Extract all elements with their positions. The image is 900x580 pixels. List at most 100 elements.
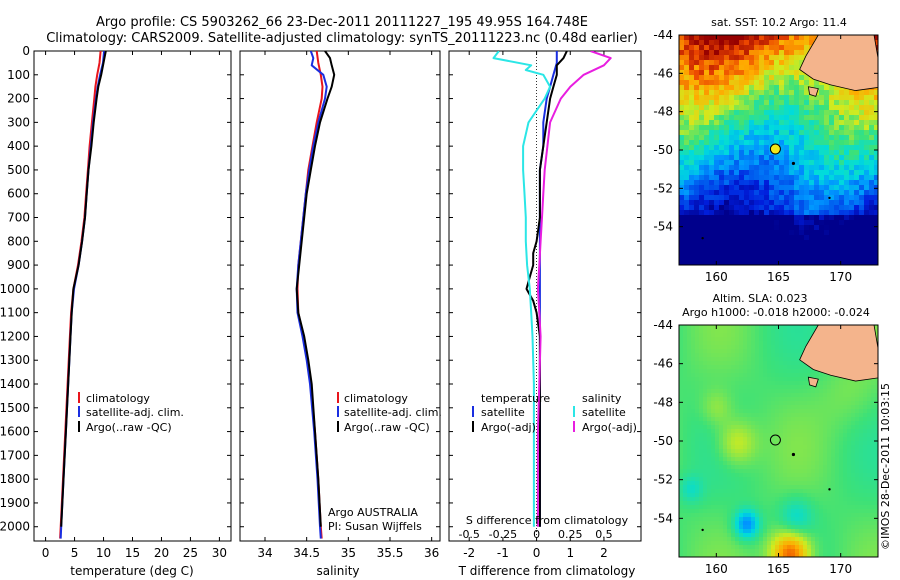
map-cell: [707, 533, 712, 538]
map-cell: [723, 381, 728, 386]
map-cell: [727, 333, 732, 338]
map-cell: [755, 381, 760, 386]
map-cell: [784, 230, 790, 236]
map-cell: [855, 421, 860, 426]
map-cell: [695, 509, 700, 514]
map-cell: [707, 505, 712, 510]
map-cell: [754, 105, 760, 111]
map-cell: [679, 250, 685, 256]
map-cell: [795, 477, 800, 482]
map-cell: [779, 90, 785, 96]
map-cell: [787, 425, 792, 430]
map-cell: [687, 417, 692, 422]
map-cell: [815, 461, 820, 466]
map-cell: [731, 349, 736, 354]
map-cell: [679, 349, 684, 354]
map-cell: [755, 453, 760, 458]
map-cell: [754, 150, 760, 156]
map-cell: [827, 409, 832, 414]
map-cell: [789, 165, 795, 171]
map-cell: [719, 35, 725, 41]
map-cell: [804, 110, 810, 116]
map-cell: [809, 220, 815, 226]
map-cell: [764, 250, 770, 256]
map-cell: [779, 453, 784, 458]
map-cell: [695, 437, 700, 442]
map-cell: [755, 417, 760, 422]
map-cell: [784, 90, 790, 96]
map-cell: [703, 465, 708, 470]
map-cell: [783, 413, 788, 418]
map-cell: [709, 245, 715, 251]
map-cell: [743, 485, 748, 490]
map-cell: [749, 155, 755, 161]
map-cell: [699, 529, 704, 534]
map-cell: [829, 225, 835, 231]
map-cell: [799, 445, 804, 450]
map-cell: [794, 45, 800, 51]
map-cell: [794, 250, 800, 256]
map-cell: [731, 337, 736, 342]
map-cell: [867, 381, 872, 386]
map-cell: [719, 245, 725, 251]
map-cell: [774, 200, 780, 206]
map-cell: [819, 505, 824, 510]
map-cell: [707, 433, 712, 438]
map-cell: [707, 425, 712, 430]
map-cell: [739, 525, 744, 530]
map-cell: [709, 190, 715, 196]
map-cell: [779, 401, 784, 406]
map-cell: [819, 205, 825, 211]
map-cell: [719, 465, 724, 470]
map-cell: [724, 160, 730, 166]
map-cell: [859, 225, 865, 231]
map-cell: [799, 497, 804, 502]
map-cell: [794, 165, 800, 171]
map-cell: [864, 145, 870, 151]
map-cell: [723, 541, 728, 546]
map-cell: [735, 449, 740, 454]
map-cell: [831, 409, 836, 414]
map-cell: [704, 100, 710, 106]
map-cell: [709, 230, 715, 236]
map-cell: [803, 401, 808, 406]
map-cell: [714, 140, 720, 146]
map-cell: [794, 190, 800, 196]
map-cell: [849, 130, 855, 136]
map-cell: [679, 90, 685, 96]
map-cell: [711, 365, 716, 370]
map-cell: [749, 115, 755, 121]
map-cell: [827, 513, 832, 518]
map-cell: [811, 325, 816, 330]
map-cell: [749, 230, 755, 236]
map-cell: [814, 180, 820, 186]
map-cell: [709, 215, 715, 221]
map-cell: [794, 145, 800, 151]
map-cell: [809, 205, 815, 211]
map-cell: [859, 433, 864, 438]
map-cell: [689, 110, 695, 116]
map-cell: [795, 393, 800, 398]
map-cell: [759, 389, 764, 394]
map-cell: [784, 110, 790, 116]
map-cell: [744, 195, 750, 201]
map-cell: [864, 190, 870, 196]
map-cell: [769, 180, 775, 186]
map-cell: [851, 389, 856, 394]
map-cell: [869, 180, 875, 186]
map-cell: [871, 529, 876, 534]
map-cell: [794, 150, 800, 156]
map-cell: [869, 95, 875, 101]
map-cell: [723, 521, 728, 526]
map-cell: [811, 373, 816, 378]
depth-tick-label: 1000: [0, 282, 30, 296]
map-cell: [803, 413, 808, 418]
map-cell: [743, 445, 748, 450]
map-cell: [714, 130, 720, 136]
map-cell: [775, 429, 780, 434]
map-cell: [854, 115, 860, 121]
map-cell: [809, 155, 815, 161]
map-cell: [779, 50, 785, 56]
map-cell: [859, 235, 865, 241]
map-cell: [869, 230, 875, 236]
